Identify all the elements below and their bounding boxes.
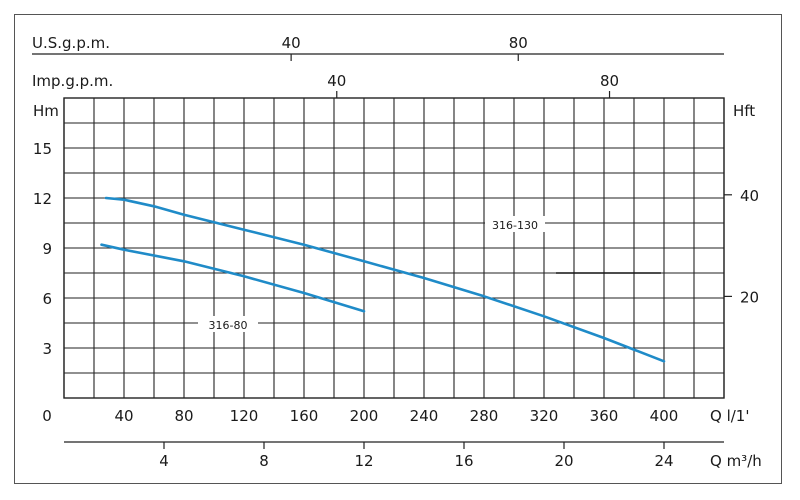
q-m3h-tick-label: 24 — [654, 452, 673, 470]
usgpm-tick-label: 40 — [282, 34, 301, 52]
series-label-bg — [485, 216, 545, 232]
q-lmin-tick-label: 120 — [230, 407, 259, 425]
impgpm-tick-label: 80 — [600, 72, 619, 90]
q-lmin-tick-label: 200 — [350, 407, 379, 425]
hm-tick-label: 15 — [33, 140, 52, 158]
q-lmin-axis-label: Q l/1' — [710, 407, 749, 425]
series-label-316-130: 316-130 — [492, 219, 538, 232]
q-lmin-tick-label: 0 — [42, 407, 52, 425]
hft-tick-label: 20 — [740, 288, 759, 306]
series-line-316-130 — [104, 196, 666, 363]
hm-axis-label: Hm — [33, 102, 59, 120]
q-lmin-tick-label: 80 — [174, 407, 193, 425]
series-line-316-80 — [100, 243, 366, 313]
hm-tick-label: 9 — [42, 240, 52, 258]
series-label-316-80: 316-80 — [209, 319, 248, 332]
usgpm-tick-label: 80 — [509, 34, 528, 52]
hft-axis-label: Hft — [733, 102, 755, 120]
series-label-bg — [198, 316, 258, 332]
q-lmin-tick-label: 240 — [410, 407, 439, 425]
usgpm-axis-label: U.S.g.p.m. — [32, 34, 110, 52]
hft-tick-label: 40 — [740, 187, 759, 205]
q-lmin-tick-label: 280 — [470, 407, 499, 425]
q-lmin-tick-label: 360 — [590, 407, 619, 425]
impgpm-axis-label: Imp.g.p.m. — [32, 72, 113, 90]
impgpm-tick-label: 40 — [327, 72, 346, 90]
q-m3h-tick-label: 16 — [454, 452, 473, 470]
q-m3h-tick-label: 12 — [354, 452, 373, 470]
q-lmin-tick-label: 160 — [290, 407, 319, 425]
q-m3h-tick-label: 8 — [259, 452, 269, 470]
q-m3h-axis-label: Q m³/h — [710, 452, 762, 470]
chart-frame — [14, 14, 782, 484]
q-lmin-tick-label: 400 — [650, 407, 679, 425]
q-lmin-tick-label: 320 — [530, 407, 559, 425]
hm-tick-label: 12 — [33, 190, 52, 208]
hm-tick-label: 3 — [42, 340, 52, 358]
q-m3h-tick-label: 4 — [159, 452, 169, 470]
q-m3h-tick-label: 20 — [554, 452, 573, 470]
hm-tick-label: 6 — [42, 290, 52, 308]
q-lmin-tick-label: 40 — [114, 407, 133, 425]
plot-border — [63, 97, 725, 399]
